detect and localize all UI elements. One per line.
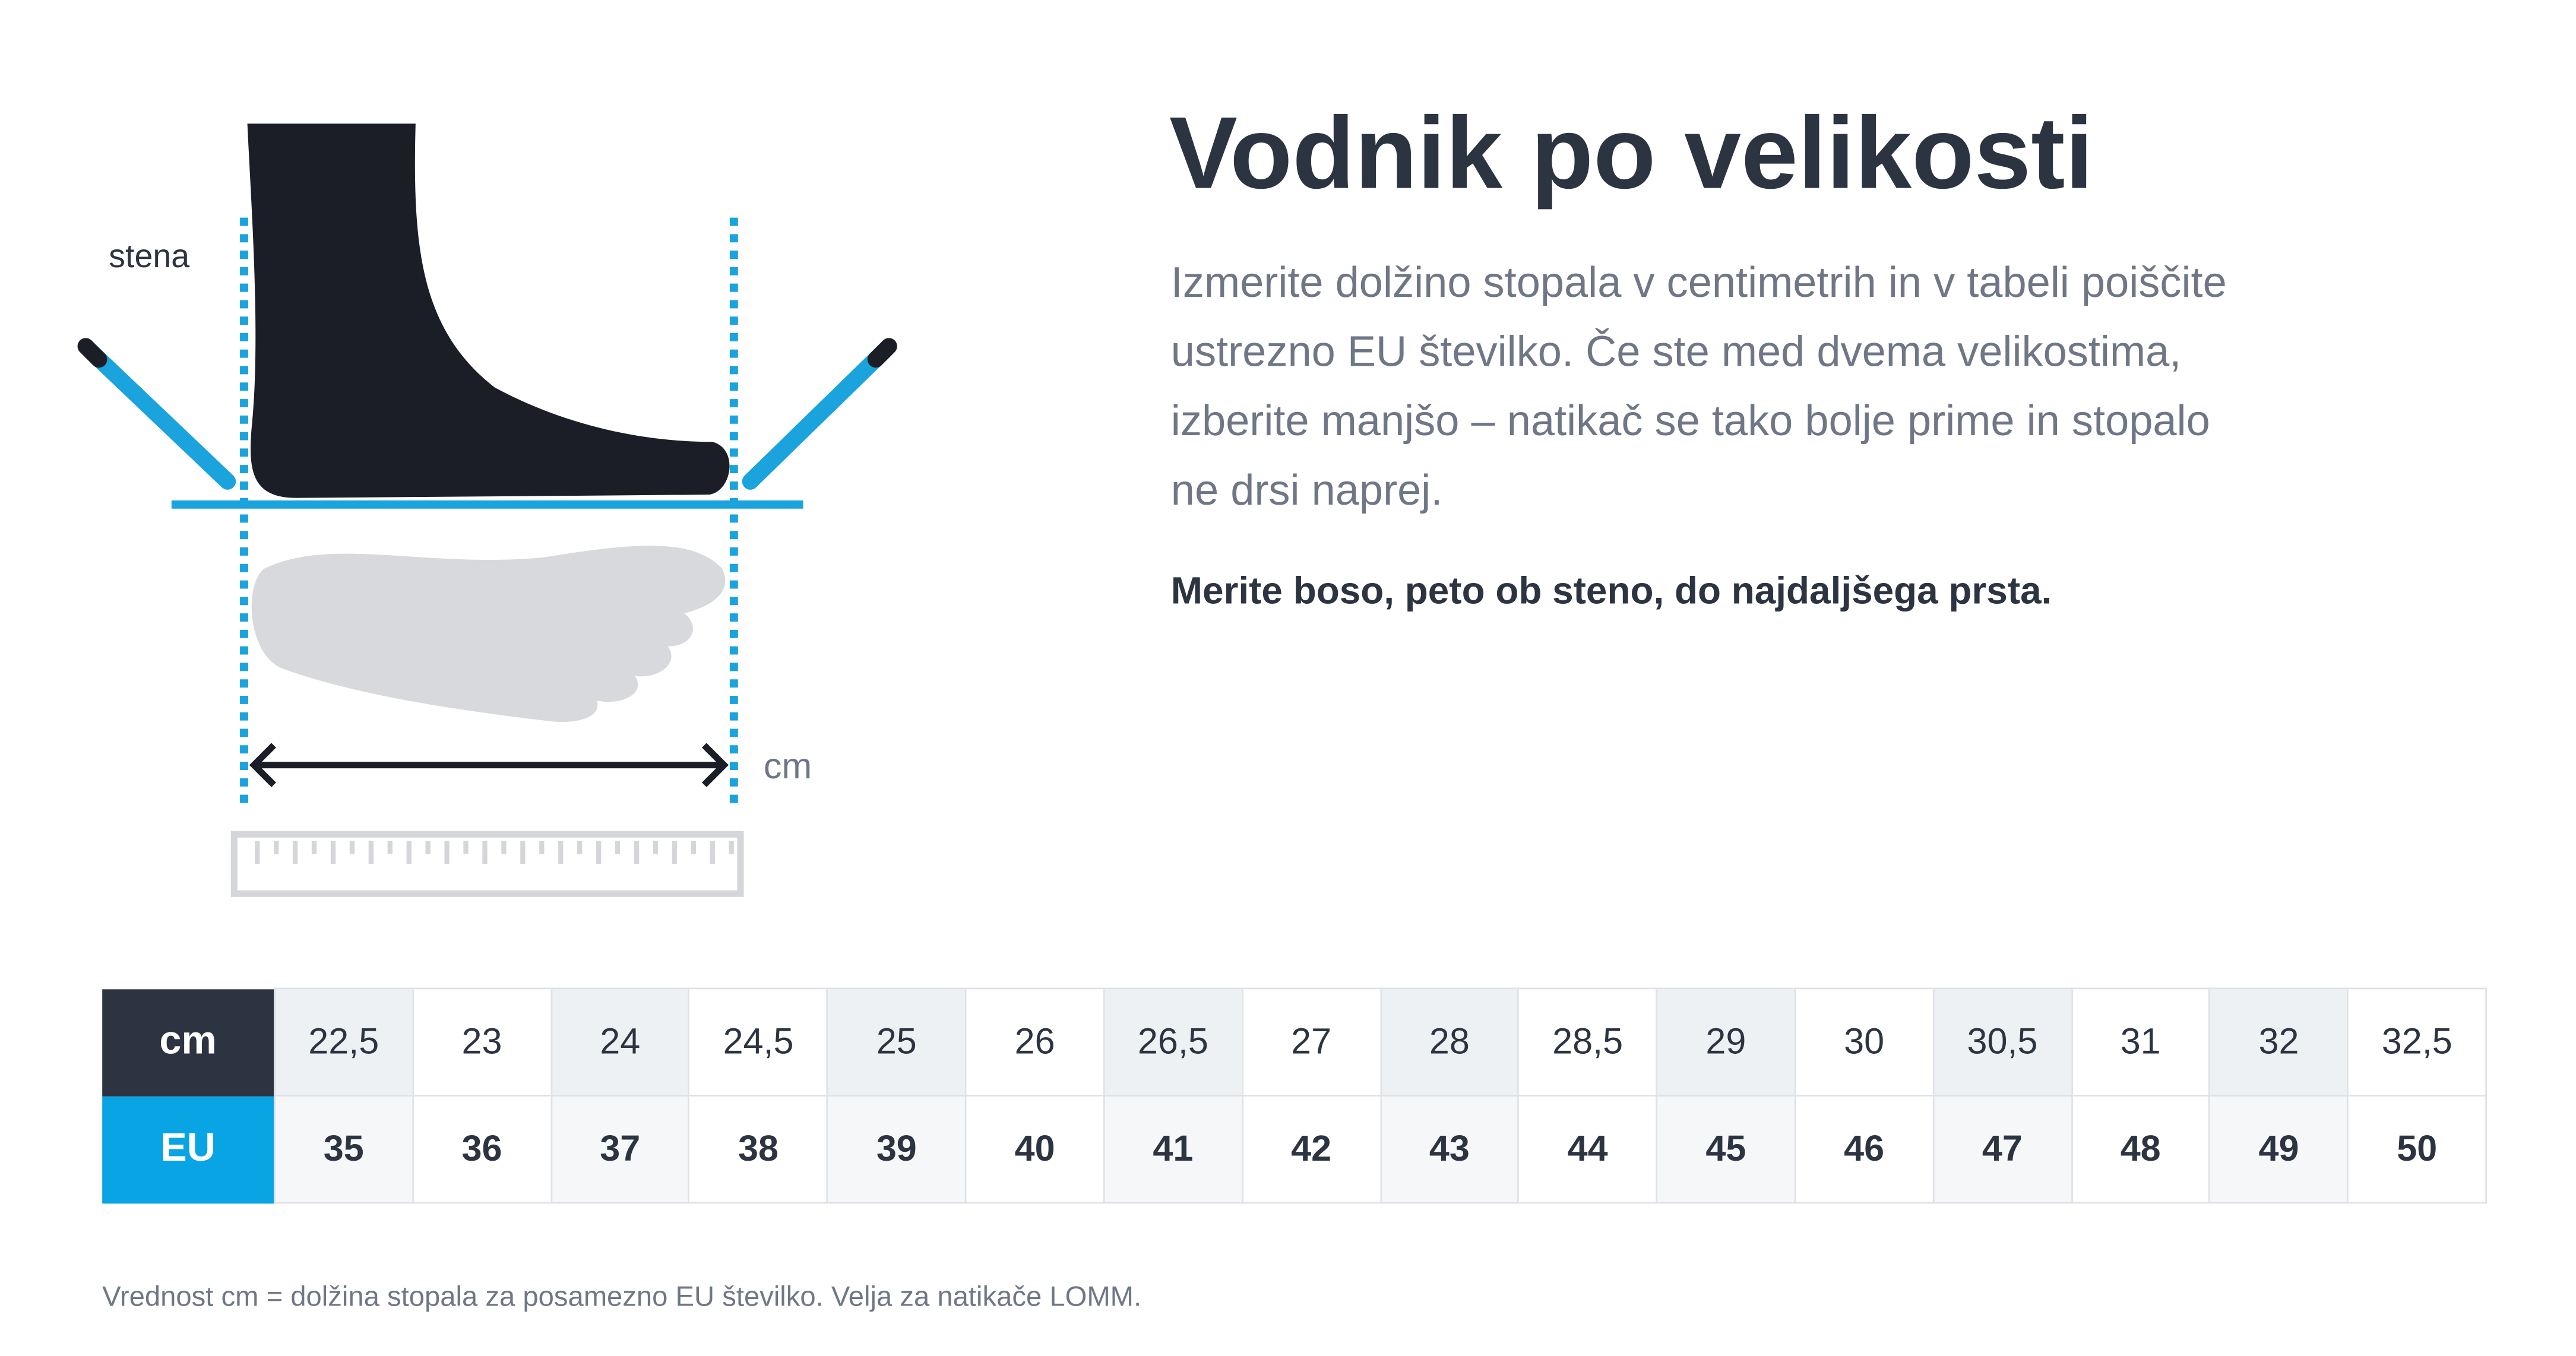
eu-row: EU 35 36 37 38 39 40 41 42 43 44 45 46 47 48 49 50 — [102, 1095, 2488, 1204]
size-cell: 29 — [1656, 987, 1796, 1097]
size-cell: 27 — [1241, 987, 1381, 1097]
size-cell: 28 — [1379, 987, 1520, 1097]
size-cell: 24,5 — [688, 987, 828, 1097]
size-cell: 32,5 — [2347, 987, 2488, 1097]
size-cell: 40 — [964, 1095, 1105, 1204]
row-header: cm — [102, 988, 275, 1096]
wall-label: stena — [109, 237, 189, 274]
size-cell: 30,5 — [1932, 987, 2072, 1097]
size-cell: 36 — [412, 1095, 552, 1204]
size-cell: 28,5 — [1517, 987, 1658, 1097]
footnote: Vrednost cm = dolžina stopala za posamez… — [102, 1281, 1142, 1313]
size-cell: 23 — [412, 987, 552, 1097]
size-cell: 47 — [1932, 1095, 2072, 1204]
size-cell: 42 — [1241, 1095, 1381, 1204]
size-cell: 37 — [550, 1095, 691, 1204]
size-cell: 48 — [2070, 1095, 2211, 1204]
size-cell: 43 — [1379, 1095, 1520, 1204]
measure-illustration: stena cm — [77, 123, 897, 897]
size-cell: 38 — [688, 1095, 828, 1204]
row-header: EU — [102, 1095, 275, 1203]
size-cell: 46 — [1794, 1095, 1934, 1204]
size-cell: 32 — [2208, 987, 2349, 1097]
size-cell: 31 — [2070, 987, 2211, 1097]
instruction: Merite boso, peto ob steno, do najdaljše… — [1170, 569, 2052, 612]
size-cell: 45 — [1656, 1095, 1796, 1204]
size-cell: 41 — [1103, 1095, 1243, 1204]
title: Vodnik po velikosti — [1169, 97, 2094, 211]
cm-row: cm 22,5 23 24 24,5 25 26 26,5 27 28 28,5 29 30 30,5 3… — [102, 987, 2488, 1097]
size-cell: 30 — [1794, 987, 1934, 1097]
size-cell: 49 — [2208, 1095, 2349, 1204]
size-cell: 24 — [550, 987, 691, 1097]
size-cell: 26,5 — [1103, 987, 1243, 1097]
unit-label: cm — [764, 746, 812, 786]
size-table: cm 22,5 23 24 24,5 25 26 26,5 27 28 28,5 29 30 30,5 3… — [102, 987, 2488, 1204]
size-cell: 26 — [964, 987, 1105, 1097]
size-cell: 25 — [827, 987, 967, 1097]
size-cell: 44 — [1517, 1095, 1658, 1204]
size-cell: 22,5 — [274, 987, 414, 1097]
size-cell: 35 — [274, 1095, 414, 1204]
size-cell: 50 — [2347, 1095, 2488, 1204]
intro-text: Izmerite dolžino stopala v centimetrih i… — [1170, 257, 2227, 515]
size-cell: 39 — [827, 1095, 967, 1204]
